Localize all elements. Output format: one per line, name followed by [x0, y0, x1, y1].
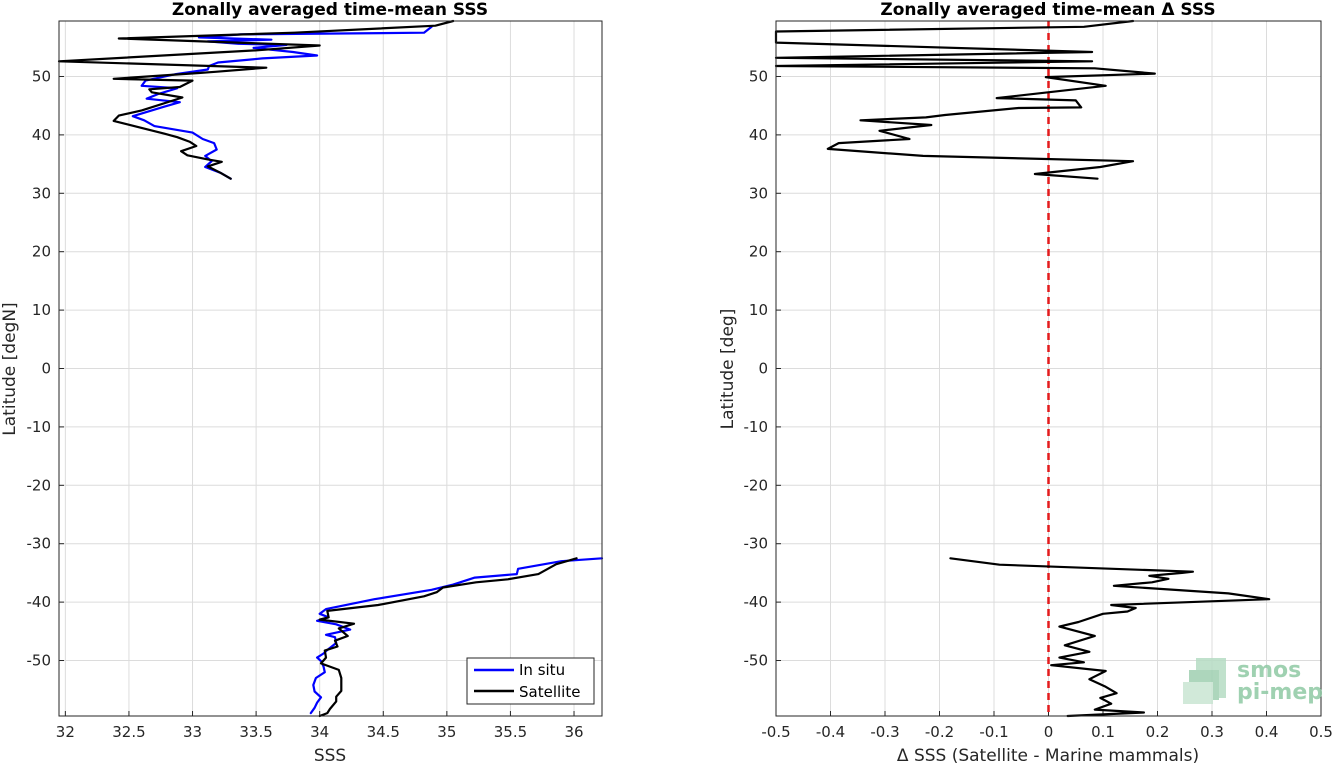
- left-series-line-satellite-north: [57, 19, 455, 180]
- right-y-tick-label: 0: [758, 360, 768, 378]
- left-x-tick-label: 35.5: [494, 723, 527, 741]
- right-y-axis-label: Latitude [deg]: [718, 309, 738, 430]
- right-x-tick-label: 0.2: [1146, 723, 1170, 741]
- right-series-line-delta-sss-north: [774, 19, 1156, 180]
- left-y-tick-label: -40: [27, 593, 52, 611]
- right-y-tick-label: -10: [744, 418, 769, 436]
- right-x-axis-label: Δ SSS (Satellite - Marine mammals): [897, 746, 1199, 765]
- left-x-tick-labels: 32 32.5 33 33.5 34 34.5 35 35.5 36: [56, 723, 584, 741]
- right-x-tick-label: 0.4: [1255, 723, 1279, 741]
- right-y-tick-label: -20: [744, 476, 769, 494]
- left-x-tick-label: 32.5: [112, 723, 145, 741]
- right-x-tick-label: -0.1: [979, 723, 1008, 741]
- left-y-tick-label: 40: [32, 126, 51, 144]
- right-plot-frame: [775, 20, 1322, 717]
- right-x-tick-label: -0.2: [925, 723, 954, 741]
- legend-box: [466, 657, 595, 705]
- left-plot-frame: [58, 20, 603, 717]
- left-y-tick-label: -10: [27, 418, 52, 436]
- smos-pi-mep-logo: smos pi-mep: [1183, 658, 1323, 705]
- right-y-tick-label: 30: [749, 184, 768, 202]
- right-x-tick-label: -0.4: [816, 723, 845, 741]
- left-y-tick-labels: 50 40 30 20 10 0 -10 -20 -30 -40 -50: [27, 67, 52, 669]
- right-y-tick-label: 10: [749, 301, 768, 319]
- right-x-tick-label: 0.5: [1309, 723, 1333, 741]
- right-chart-title: Zonally averaged time-mean Δ SSS: [880, 0, 1215, 20]
- left-y-tick-label: 0: [41, 360, 51, 378]
- right-x-tick-label: 0.1: [1091, 723, 1115, 741]
- left-x-tick-label: 32: [56, 723, 75, 741]
- left-y-tick-label: -20: [27, 476, 52, 494]
- left-series-group: [57, 19, 604, 718]
- left-y-tick-label: 30: [32, 184, 51, 202]
- legend-label-in-situ: In situ: [519, 661, 565, 679]
- right-x-tick-label: 0.3: [1200, 723, 1224, 741]
- right-y-tick-label: 20: [749, 243, 768, 261]
- left-chart-panel: Zonally averaged time-mean SSS 32 32.5 33 3…: [0, 0, 604, 765]
- left-chart-title: Zonally averaged time-mean SSS: [172, 0, 488, 20]
- left-series-line-satellite-south: [318, 557, 578, 718]
- left-x-tick-label: 35: [437, 723, 456, 741]
- right-x-tick-label: 0: [1044, 723, 1054, 741]
- right-series-group: [774, 19, 1271, 718]
- left-x-tick-label: 34.5: [367, 723, 400, 741]
- left-y-axis-label: Latitude [degN]: [0, 302, 20, 435]
- right-x-tick-label: -0.5: [761, 723, 790, 741]
- left-x-tick-label: 33: [183, 723, 202, 741]
- left-y-tick-label: -30: [27, 535, 52, 553]
- right-series-line-delta-sss-south: [949, 557, 1271, 718]
- left-y-tick-label: 10: [32, 301, 51, 319]
- logo-text-line1: smos: [1237, 658, 1301, 683]
- logo-text-line2: pi-mep: [1237, 680, 1323, 705]
- right-y-tick-label: 40: [749, 126, 768, 144]
- logo-mark: [1183, 658, 1226, 704]
- right-y-tick-label: 50: [749, 67, 768, 85]
- left-x-axis-label: SSS: [314, 746, 346, 765]
- legend: In situ Satellite: [466, 657, 595, 705]
- left-y-tick-label: -50: [27, 652, 52, 670]
- left-y-tick-label: 20: [32, 243, 51, 261]
- right-x-tick-labels: -0.5 -0.4 -0.3 -0.2 -0.1 0 0.1 0.2 0.3 0.4 0.5: [761, 723, 1333, 741]
- right-x-tick-label: -0.3: [870, 723, 899, 741]
- left-series-line-in-situ-north: [131, 25, 433, 180]
- right-chart-panel: Zonally averaged time-mean Δ SSS -0.5 -0.…: [718, 0, 1333, 765]
- left-series-line-in-situ-south: [309, 557, 604, 715]
- legend-label-satellite: Satellite: [519, 683, 580, 701]
- left-x-tick-label: 33.5: [239, 723, 272, 741]
- right-y-tick-label: -30: [744, 535, 769, 553]
- right-y-tick-label: -50: [744, 652, 769, 670]
- left-grid: [59, 21, 602, 716]
- left-y-tick-label: 50: [32, 67, 51, 85]
- left-x-tick-label: 34: [310, 723, 329, 741]
- left-x-tick-label: 36: [564, 723, 583, 741]
- right-y-tick-label: -40: [744, 593, 769, 611]
- right-y-tick-labels: 50 40 30 20 10 0 -10 -20 -30 -40 -50: [744, 67, 769, 669]
